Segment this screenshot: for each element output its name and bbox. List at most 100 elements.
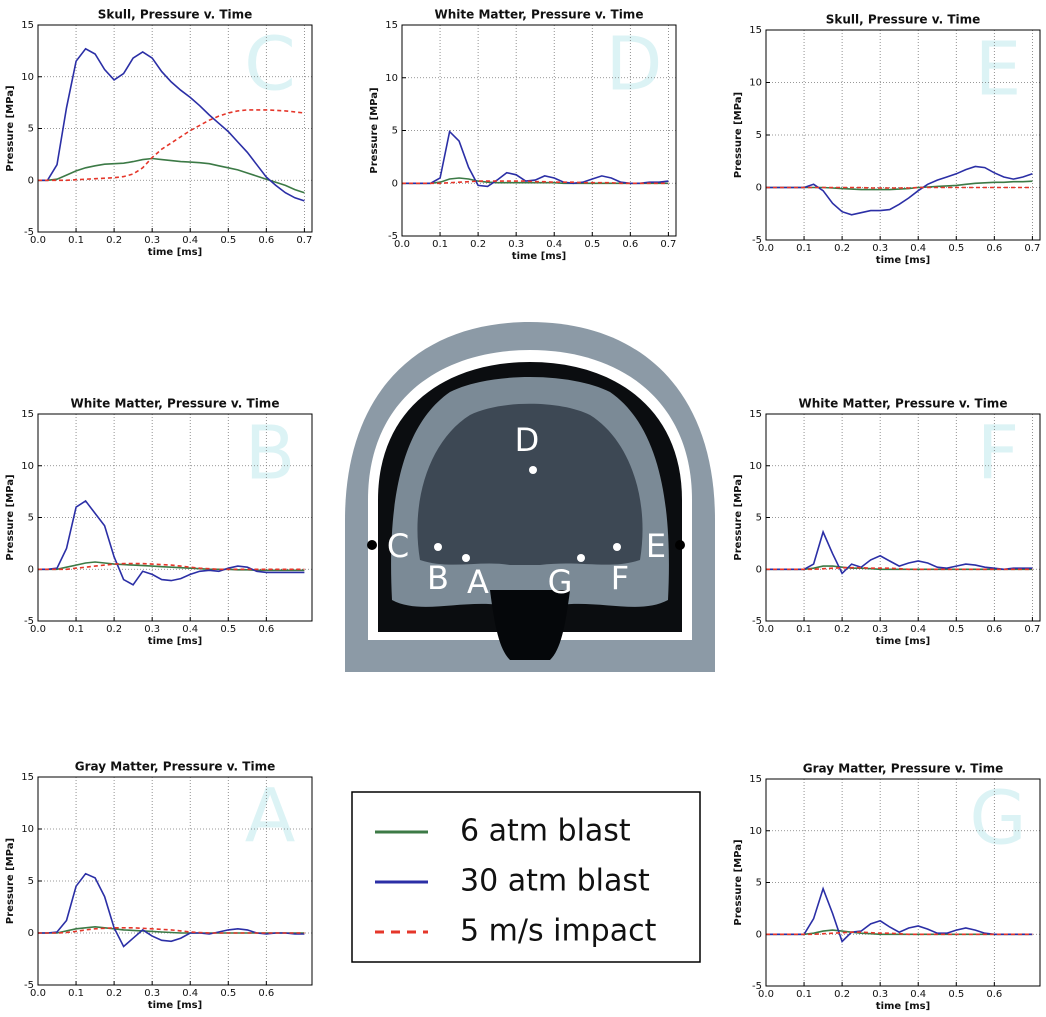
series-line <box>38 109 305 182</box>
y-tick-label: 5 <box>756 130 762 141</box>
x-tick-label: 0.2 <box>106 235 122 246</box>
plot-frame <box>37 413 313 622</box>
y-tick-label: 5 <box>28 124 34 135</box>
x-tick-label: 0.5 <box>220 235 236 246</box>
x-tick-label: 0.2 <box>106 988 122 999</box>
x-axis-label: time [ms] <box>148 636 202 647</box>
plot-frame <box>765 29 1041 241</box>
x-tick-label: 0.0 <box>30 235 46 246</box>
x-axis-label: time [ms] <box>876 636 930 647</box>
point-e <box>675 540 685 550</box>
y-tick-label: 15 <box>21 772 34 783</box>
x-tick-label: 0.6 <box>986 624 1002 635</box>
y-tick-label: 0 <box>28 928 34 939</box>
chart-panel: A 0.0 0.1 0.2 0.3 0.4 0.5 0.6 -5 0 5 10 15 Gray Matte… <box>5 760 313 1011</box>
y-tick-label: 0 <box>756 929 762 940</box>
y-axis-label: Pressure [MPa] <box>369 87 380 173</box>
point-d <box>529 466 537 474</box>
chart-title: White Matter, Pressure v. Time <box>71 397 280 411</box>
x-tick-label: 0.0 <box>30 988 46 999</box>
chart-panel: B 0.0 0.1 0.2 0.3 0.4 0.5 0.6 -5 0 5 10 15 White Matt… <box>5 397 313 647</box>
x-tick-label: 0.5 <box>948 624 964 635</box>
series-line <box>766 165 1033 216</box>
x-tick-label: 0.5 <box>948 989 964 1000</box>
y-tick-label: 15 <box>749 409 762 420</box>
y-axis-label: Pressure [MPa] <box>733 92 744 178</box>
x-axis-label: time [ms] <box>148 1000 202 1011</box>
plot-frame <box>765 778 1041 987</box>
series-line <box>38 47 305 202</box>
y-tick-label: 10 <box>21 72 34 83</box>
x-tick-label: 0.2 <box>834 624 850 635</box>
y-tick-label: 15 <box>21 20 34 31</box>
x-tick-label: 0.4 <box>182 624 198 635</box>
x-tick-label: 0.0 <box>30 624 46 635</box>
x-tick-label: 0.1 <box>68 624 84 635</box>
plot-frame <box>37 24 313 233</box>
chart-title: White Matter, Pressure v. Time <box>435 8 644 22</box>
y-axis-label: Pressure [MPa] <box>5 474 16 560</box>
x-tick-label: 0.4 <box>910 243 926 254</box>
x-tick-label: 0.6 <box>258 988 274 999</box>
series-line <box>766 529 1033 575</box>
y-tick-label: -5 <box>24 980 34 991</box>
brain-label: B <box>427 559 449 597</box>
plot-frame <box>765 413 1041 622</box>
y-tick-label: -5 <box>752 981 762 992</box>
y-axis-label: Pressure [MPa] <box>733 474 744 560</box>
x-tick-label: 0.6 <box>258 235 274 246</box>
y-tick-label: 10 <box>385 73 398 84</box>
y-tick-label: 10 <box>749 461 762 472</box>
x-tick-label: 0.6 <box>622 239 638 250</box>
y-tick-label: -5 <box>752 616 762 627</box>
y-tick-label: -5 <box>752 235 762 246</box>
x-tick-label: 0.1 <box>796 243 812 254</box>
x-tick-label: 0.2 <box>834 989 850 1000</box>
panel-letter: E <box>975 27 1022 113</box>
y-tick-label: 0 <box>28 564 34 575</box>
brain-label: A <box>467 563 489 601</box>
y-tick-label: 5 <box>756 878 762 889</box>
y-tick-label: 0 <box>392 178 398 189</box>
series-line <box>402 180 669 185</box>
panel-letter: D <box>606 22 663 108</box>
chart-panel: F 0.0 0.1 0.2 0.3 0.4 0.5 0.6 0.7 -5 0 5 10 15 White M… <box>733 397 1041 647</box>
point-a <box>462 554 470 562</box>
y-tick-label: 5 <box>392 126 398 137</box>
x-tick-label: 0.1 <box>68 988 84 999</box>
x-tick-label: 0.1 <box>432 239 448 250</box>
series-line <box>766 886 1033 943</box>
y-tick-label: 15 <box>385 20 398 31</box>
y-axis-label: Pressure [MPa] <box>5 85 16 171</box>
y-tick-label: 15 <box>749 774 762 785</box>
x-tick-label: 0.3 <box>872 243 888 254</box>
point-b <box>434 543 442 551</box>
x-tick-label: 0.2 <box>470 239 486 250</box>
y-tick-label: 5 <box>756 513 762 524</box>
x-axis-label: time [ms] <box>876 1001 930 1012</box>
x-tick-label: 0.3 <box>872 989 888 1000</box>
x-axis-label: time [ms] <box>148 247 202 258</box>
panel-letter: F <box>977 411 1020 497</box>
x-tick-label: 0.5 <box>948 243 964 254</box>
y-tick-label: 10 <box>749 78 762 89</box>
x-tick-label: 0.0 <box>758 243 774 254</box>
x-tick-label: 0.3 <box>144 235 160 246</box>
x-tick-label: 0.0 <box>394 239 410 250</box>
x-tick-label: 0.4 <box>910 989 926 1000</box>
chart-title: Gray Matter, Pressure v. Time <box>803 762 1003 776</box>
plot-frame <box>401 24 677 237</box>
y-tick-label: -5 <box>24 616 34 627</box>
x-tick-label: 0.7 <box>296 235 312 246</box>
x-tick-label: 0.7 <box>660 239 676 250</box>
x-tick-label: 0.3 <box>508 239 524 250</box>
series-line <box>38 499 305 586</box>
legend: 6 atm blast 30 atm blast 5 m/s impact <box>351 791 701 963</box>
x-tick-label: 0.3 <box>144 988 160 999</box>
panel-letter: B <box>245 411 296 497</box>
brain-label: G <box>548 563 573 601</box>
plot-frame <box>37 776 313 986</box>
series-line <box>38 927 305 934</box>
x-tick-label: 0.2 <box>106 624 122 635</box>
